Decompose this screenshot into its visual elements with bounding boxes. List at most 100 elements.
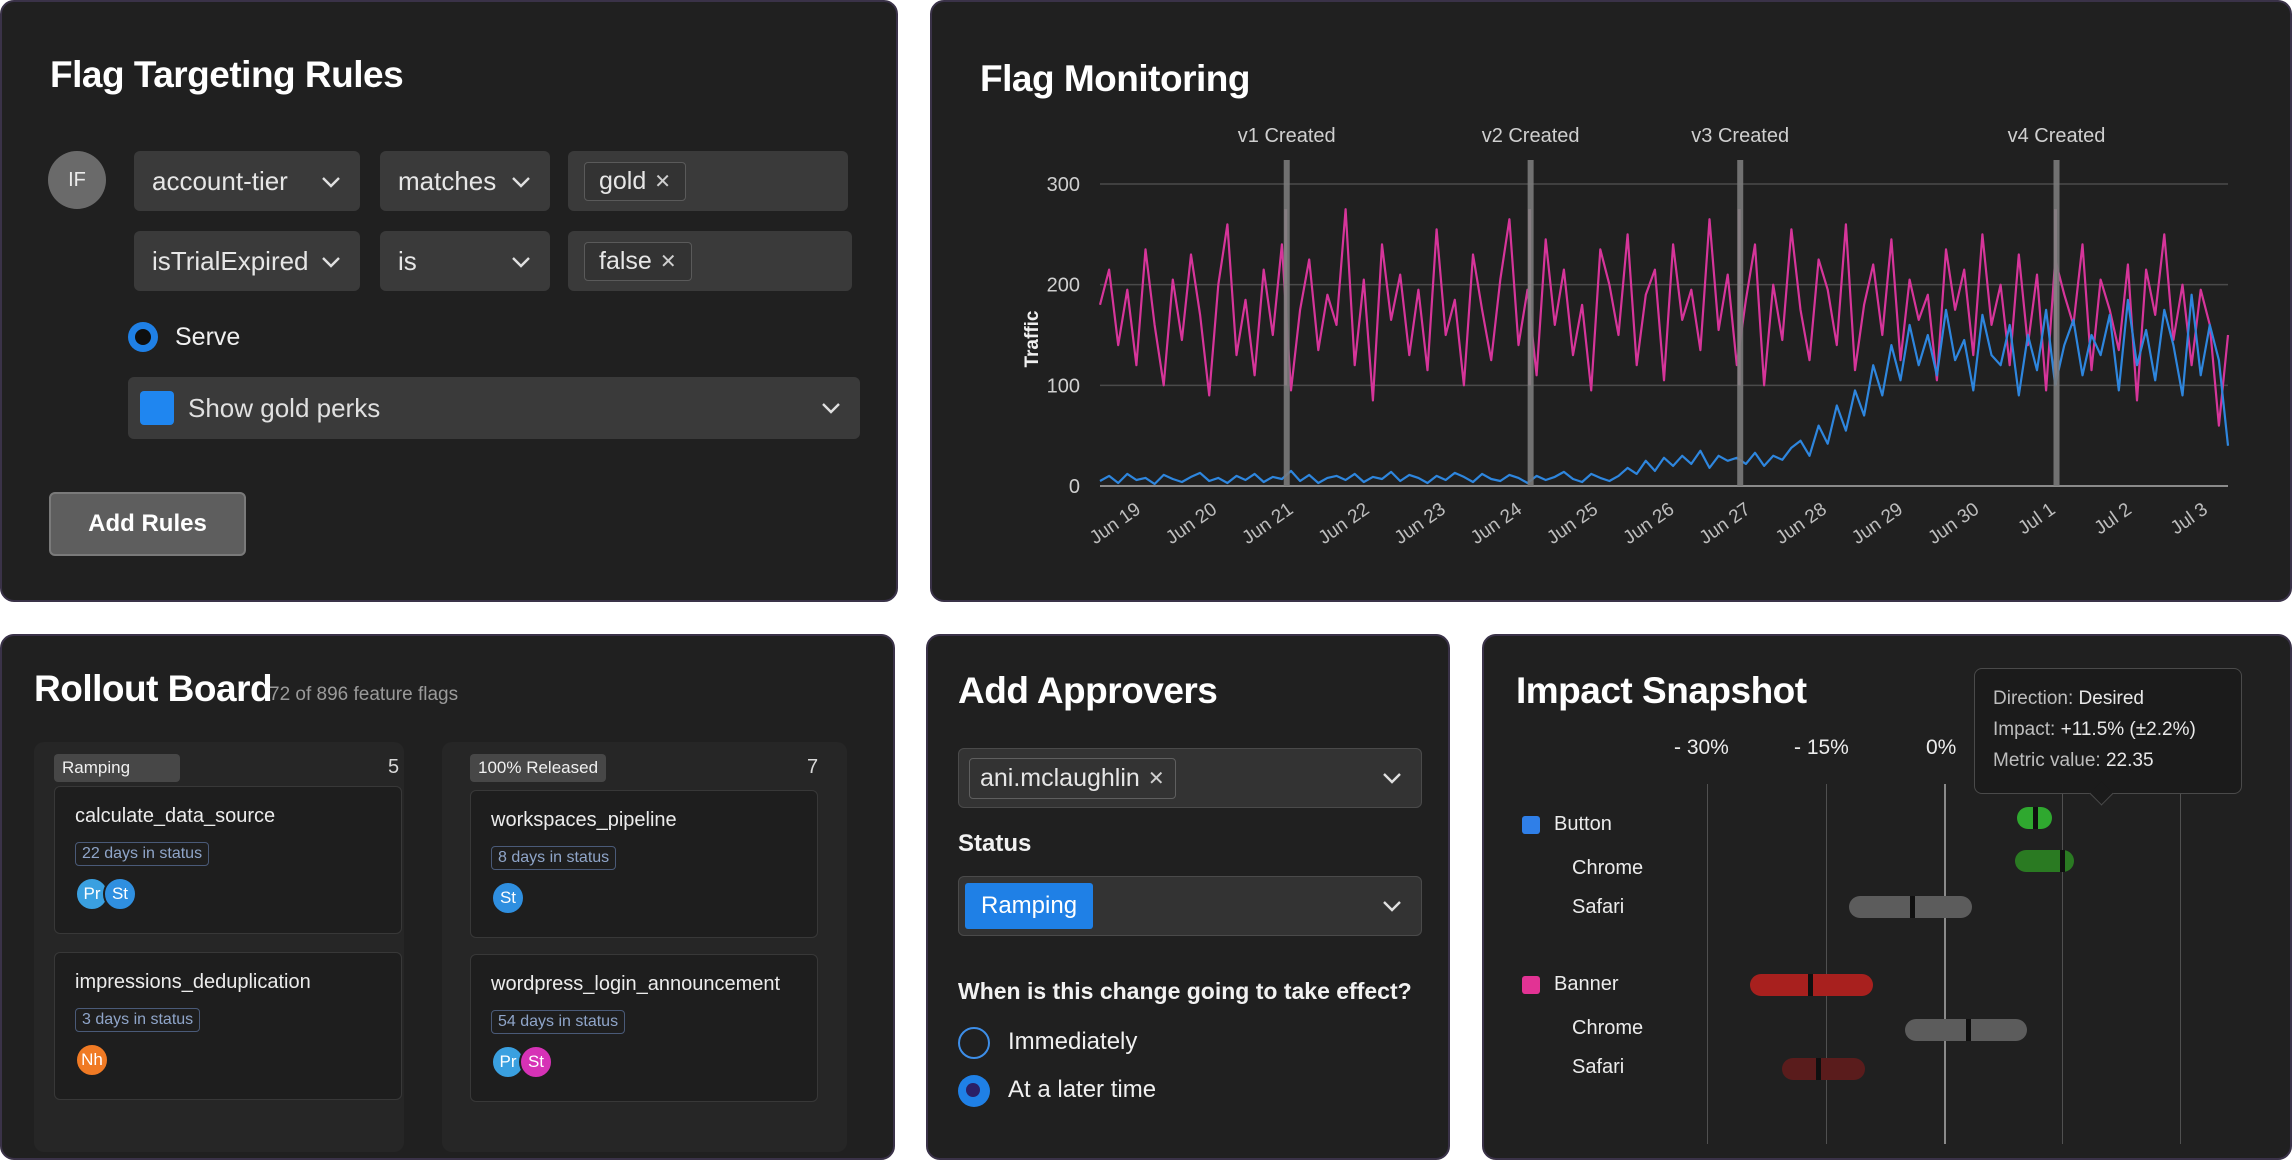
close-icon[interactable]: ✕ bbox=[659, 250, 677, 273]
immediately-radio[interactable] bbox=[958, 1027, 990, 1059]
impact-bar[interactable] bbox=[1782, 1058, 1865, 1080]
tooltip-pointer bbox=[2089, 781, 2114, 806]
tooltip-impact: +11.5% (±2.2%) bbox=[2060, 719, 2196, 740]
flag-name: wordpress_login_announcement bbox=[491, 973, 781, 995]
impact-bar[interactable] bbox=[1750, 974, 1873, 996]
status-select[interactable]: Ramping bbox=[958, 876, 1422, 936]
y-tick-label: 300 bbox=[1047, 174, 1080, 196]
x-tick-label: Jun 24 bbox=[1467, 499, 1526, 549]
close-icon[interactable]: ✕ bbox=[1147, 767, 1165, 790]
add-rules-button[interactable]: Add Rules bbox=[49, 492, 246, 556]
value-chip-1: gold ✕ bbox=[584, 161, 687, 201]
chevron-down-icon bbox=[1383, 901, 1401, 912]
impact-bar[interactable] bbox=[2015, 850, 2075, 872]
tooltip-direction: Desired bbox=[2078, 688, 2145, 709]
avatar-group: Pr St bbox=[75, 877, 137, 911]
x-tick-label: Jul 1 bbox=[2014, 499, 2059, 539]
operator-select-1-value: matches bbox=[398, 165, 497, 196]
version-marker-line bbox=[1283, 160, 1290, 486]
variation-color-swatch bbox=[140, 391, 174, 425]
legend-swatch-button bbox=[1522, 816, 1540, 834]
targeting-title: Flag Targeting Rules bbox=[50, 54, 404, 95]
flag-card[interactable]: calculate_data_source 22 days in status … bbox=[54, 786, 402, 934]
value-input-1[interactable]: gold ✕ bbox=[568, 151, 848, 211]
effect-question: When is this change going to take effect… bbox=[958, 978, 1412, 1004]
x-tick-label: Jun 23 bbox=[1391, 499, 1450, 549]
column-count: 5 bbox=[388, 756, 400, 778]
impact-bar[interactable] bbox=[2017, 807, 2053, 829]
axis-tick-label: - 30% bbox=[1674, 736, 1729, 759]
row-label: Safari bbox=[1572, 1056, 1625, 1078]
flag-card[interactable]: wordpress_login_announcement 54 days in … bbox=[470, 954, 818, 1102]
version-marker-label: v3 Created bbox=[1691, 125, 1789, 147]
row-label: Safari bbox=[1572, 896, 1625, 918]
later-time-label: At a later time bbox=[1008, 1076, 1157, 1103]
close-icon[interactable]: ✕ bbox=[654, 170, 672, 193]
rollout-panel: Rollout Board 72 of 896 feature flags Ra… bbox=[0, 634, 895, 1160]
version-marker-line bbox=[2053, 160, 2060, 486]
group-label-button: Button bbox=[1554, 813, 1612, 835]
value-chip-1-label: gold bbox=[599, 166, 647, 195]
x-tick-label: Jun 20 bbox=[1162, 499, 1221, 549]
x-tick-label: Jun 30 bbox=[1924, 499, 1983, 549]
approvers-title: Add Approvers bbox=[958, 670, 1218, 711]
value-chip-2: false ✕ bbox=[584, 241, 692, 281]
operator-select-2[interactable]: is bbox=[380, 231, 550, 291]
traffic-chart: Traffic 0 100 200 300 Jun 19 Jun 20 Jun 21 Jun 2… bbox=[1022, 125, 2230, 549]
attribute-select-1[interactable]: account-tier bbox=[134, 151, 360, 211]
y-tick-label: 0 bbox=[1069, 476, 1080, 498]
gridline bbox=[2180, 784, 2181, 1144]
x-tick-label: Jun 27 bbox=[1696, 499, 1755, 549]
days-in-status: 22 days in status bbox=[75, 842, 210, 866]
value-input-2[interactable]: false ✕ bbox=[568, 231, 852, 291]
targeting-panel: Flag Targeting Rules IF account-tier mat… bbox=[0, 0, 898, 602]
gridline bbox=[1707, 784, 1708, 1144]
chevron-down-icon bbox=[822, 403, 840, 414]
impact-bar[interactable] bbox=[1849, 896, 1972, 918]
impact-bar[interactable] bbox=[1904, 1019, 2027, 1041]
flag-name: workspaces_pipeline bbox=[491, 809, 677, 831]
value-chip-2-label: false bbox=[599, 246, 652, 275]
monitoring-title: Flag Monitoring bbox=[980, 58, 1250, 99]
gridline bbox=[1826, 784, 1827, 1144]
impact-bar-marker bbox=[1807, 974, 1813, 996]
attribute-select-2[interactable]: isTrialExpired bbox=[134, 231, 360, 291]
gridline bbox=[2062, 784, 2063, 1144]
flag-name: impressions_deduplication bbox=[75, 971, 311, 993]
impact-bar-marker bbox=[1910, 896, 1916, 918]
flag-card[interactable]: impressions_deduplication 3 days in stat… bbox=[54, 952, 402, 1100]
zero-line bbox=[1944, 784, 1946, 1144]
x-tick-label: Jul 2 bbox=[2091, 499, 2136, 539]
operator-select-1[interactable]: matches bbox=[380, 151, 550, 211]
column-badge: 100% Released bbox=[470, 754, 607, 782]
later-time-radio[interactable] bbox=[958, 1075, 990, 1107]
avatar-group: St bbox=[491, 881, 525, 915]
x-tick-label: Jun 29 bbox=[1848, 499, 1907, 549]
approver-select[interactable]: ani.mclaughlin ✕ bbox=[958, 748, 1422, 808]
variation-select[interactable]: Show gold perks bbox=[128, 377, 860, 439]
x-tick-label: Jun 25 bbox=[1543, 499, 1602, 549]
y-tick-label: 200 bbox=[1047, 275, 1080, 297]
chevron-down-icon bbox=[322, 177, 340, 188]
version-marker-label: v2 Created bbox=[1482, 125, 1580, 147]
x-tick-label: Jun 28 bbox=[1772, 499, 1831, 549]
chevron-down-icon bbox=[1383, 773, 1401, 784]
version-marker-line bbox=[1527, 160, 1534, 486]
rollout-title: Rollout Board bbox=[34, 668, 273, 709]
avatar: St bbox=[519, 1045, 553, 1079]
flag-card[interactable]: workspaces_pipeline 8 days in status St bbox=[470, 790, 818, 938]
avatar: St bbox=[103, 877, 137, 911]
chevron-down-icon bbox=[512, 177, 530, 188]
avatar-group: Pr St bbox=[491, 1045, 553, 1079]
group-label-banner: Banner bbox=[1554, 973, 1619, 995]
serve-radio[interactable] bbox=[128, 322, 158, 352]
tooltip-impact-label: Impact: bbox=[1993, 719, 2056, 740]
avatar-group: Nh bbox=[75, 1043, 109, 1077]
days-in-status: 54 days in status bbox=[491, 1010, 626, 1034]
approver-chip-label: ani.mclaughlin bbox=[980, 763, 1140, 792]
serve-label: Serve bbox=[175, 323, 241, 351]
tooltip-impact-row: Impact: +11.5% (±2.2%) bbox=[1993, 714, 2223, 745]
impact-bar-marker bbox=[2060, 850, 2066, 872]
impact-bar-marker bbox=[1815, 1058, 1821, 1080]
status-select-value: Ramping bbox=[965, 883, 1094, 929]
